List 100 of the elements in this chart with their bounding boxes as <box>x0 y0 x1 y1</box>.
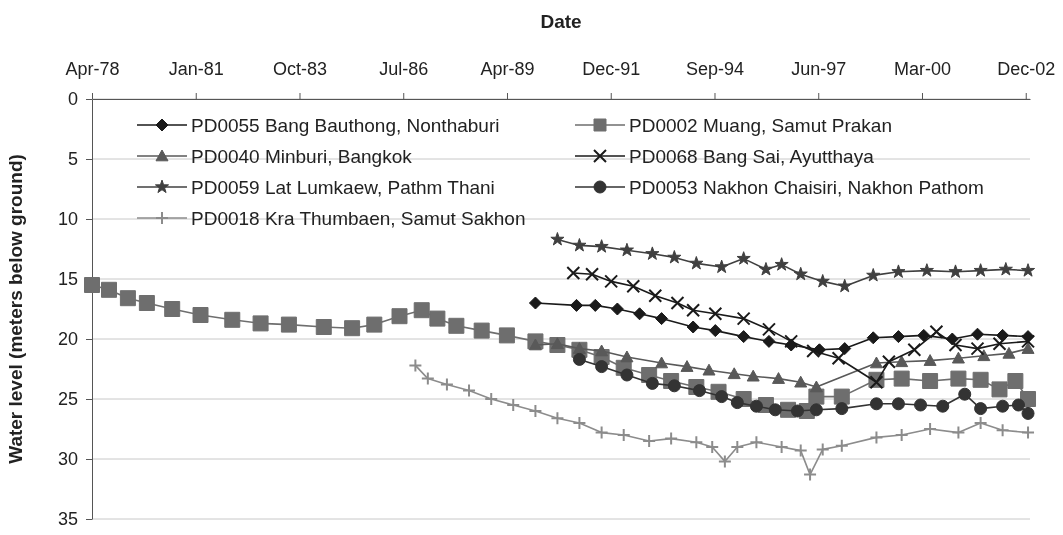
point <box>506 398 521 412</box>
legend-label: PD0018 Kra Thumbaen, Samut Sakhon <box>191 207 526 229</box>
point <box>645 376 659 390</box>
point <box>972 371 989 388</box>
point <box>528 404 543 418</box>
y-tick-label: 5 <box>67 149 78 170</box>
point <box>774 440 789 454</box>
point <box>730 396 744 410</box>
point <box>891 264 906 278</box>
point <box>566 266 581 280</box>
point <box>996 399 1010 413</box>
point <box>1002 346 1016 359</box>
point <box>572 238 587 252</box>
point <box>809 403 823 417</box>
point <box>991 381 1008 398</box>
point <box>224 311 241 328</box>
point <box>749 399 763 413</box>
point <box>869 375 884 390</box>
point <box>462 383 477 398</box>
point <box>692 384 706 398</box>
point <box>977 349 991 362</box>
point <box>922 373 939 389</box>
point <box>995 423 1010 438</box>
point <box>837 278 852 293</box>
point <box>1021 342 1035 354</box>
point <box>164 301 181 317</box>
point <box>101 281 118 298</box>
point <box>749 435 764 450</box>
x-tick-label: Sep-94 <box>685 59 745 79</box>
point <box>774 257 789 271</box>
point <box>550 232 565 246</box>
point <box>610 302 624 316</box>
point <box>642 434 657 448</box>
point <box>929 324 944 339</box>
y-tick-label: 15 <box>57 269 78 290</box>
point <box>717 454 732 469</box>
point <box>1021 425 1036 440</box>
point <box>633 307 647 321</box>
point <box>891 330 905 344</box>
point <box>570 298 584 312</box>
point <box>594 425 609 440</box>
point <box>919 263 934 277</box>
point <box>528 338 542 351</box>
point <box>730 440 745 454</box>
point <box>604 274 619 289</box>
point <box>572 416 587 430</box>
point <box>948 338 963 352</box>
point <box>708 324 722 338</box>
point <box>192 307 209 323</box>
legend-label: PD0053 Nakhon Chaisiri, Nakhon Pathom <box>629 176 984 198</box>
point <box>917 328 931 342</box>
point <box>866 268 881 282</box>
x-tick-label: Jan-81 <box>168 59 224 79</box>
x-tick-label: Jun-97 <box>791 59 847 79</box>
point <box>528 296 542 310</box>
point <box>620 350 634 363</box>
point <box>772 372 786 384</box>
y-tick-label: 0 <box>67 89 78 110</box>
point <box>923 354 937 366</box>
point <box>793 443 808 458</box>
point <box>408 358 423 373</box>
point <box>914 398 928 412</box>
point <box>595 360 609 374</box>
point <box>619 242 634 257</box>
legend-label: PD0002 Muang, Samut Prakan <box>629 114 892 136</box>
point <box>948 264 963 278</box>
point <box>893 370 910 387</box>
point <box>894 428 909 442</box>
legend-label: PD0068 Bang Sai, Ayutthaya <box>629 145 875 167</box>
point <box>869 430 884 445</box>
x-tick-label: Oct-83 <box>272 59 328 79</box>
point <box>655 312 669 326</box>
point <box>714 259 729 274</box>
point <box>715 390 729 404</box>
point <box>473 322 490 339</box>
point <box>420 371 435 386</box>
y-tick-label: 25 <box>57 389 78 410</box>
point <box>670 296 685 310</box>
point <box>413 302 430 319</box>
point <box>793 266 808 281</box>
legend-label: PD0040 Minburi, Bangkok <box>191 145 413 167</box>
point <box>736 311 751 326</box>
point <box>803 467 818 482</box>
point <box>280 316 297 333</box>
point <box>498 327 515 344</box>
point <box>1021 406 1035 420</box>
point <box>794 375 808 388</box>
point <box>833 388 850 405</box>
point <box>838 342 852 356</box>
point <box>391 308 408 325</box>
point <box>923 422 938 436</box>
point <box>737 330 751 344</box>
y-axis-title: Water level (meters below ground) <box>5 154 26 464</box>
point <box>344 320 361 337</box>
point <box>689 435 704 450</box>
point <box>971 327 984 341</box>
point <box>616 428 631 442</box>
point <box>973 416 988 430</box>
point <box>550 411 565 426</box>
point <box>970 341 985 356</box>
